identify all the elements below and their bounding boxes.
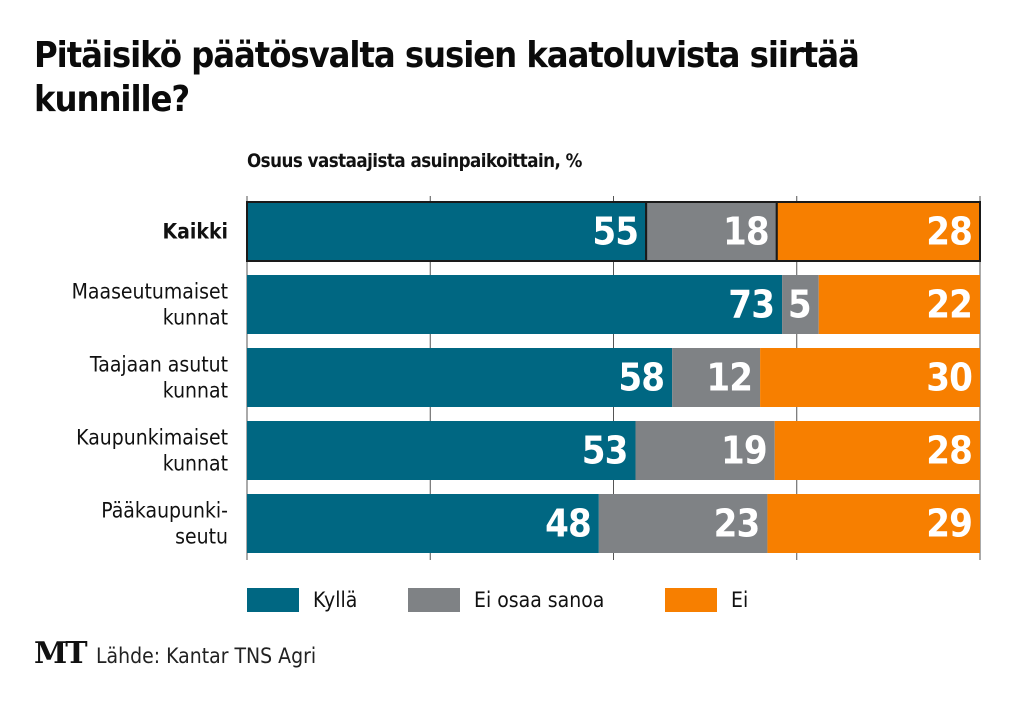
legend-item-ei: Ei	[665, 588, 750, 612]
legend-label-kylla: Kyllä	[313, 588, 358, 612]
bar-segment	[782, 275, 819, 334]
category-label: Taajaan asutut kunnat	[89, 352, 228, 403]
bar-segment	[645, 201, 778, 262]
data-label: 48	[545, 501, 591, 546]
data-label: 58	[618, 355, 664, 400]
bar-segment	[774, 421, 980, 480]
category-label-line: kunnat	[163, 378, 228, 403]
data-label: 55	[592, 209, 638, 254]
bar-segment	[767, 494, 980, 553]
data-label: 22	[926, 282, 972, 327]
bar-segment	[247, 275, 783, 334]
category-label-line: seutu	[175, 524, 228, 549]
legend-label-ei-osaa-sanoa: Ei osaa sanoa	[474, 588, 605, 612]
source-note: Lähde: Kantar TNS Agri	[95, 644, 316, 668]
category-label-line: kunnat	[163, 305, 228, 330]
data-label: 23	[714, 501, 760, 546]
bar-segment	[598, 494, 768, 553]
bar-segment	[247, 421, 636, 480]
data-label: 5	[788, 282, 811, 327]
bar-segment	[247, 348, 673, 407]
bar-segment	[635, 421, 775, 480]
legend-swatch-kylla	[247, 588, 299, 612]
legend-swatch-ei-osaa-sanoa	[408, 588, 461, 612]
category-label-line: Kaikki	[163, 219, 228, 244]
category-label-line: Maaseutumaiset	[72, 279, 229, 304]
bar-segment	[247, 494, 599, 553]
legend-label-ei: Ei	[731, 588, 749, 612]
category-label: Kaikki	[163, 219, 228, 244]
data-label: 73	[728, 282, 774, 327]
category-label-line: Kaupunkimaiset	[76, 425, 228, 450]
bars: 55 18 28 73 5 22 58 12 30 53 19 28 48 23 29	[246, 201, 981, 553]
bar-segment	[672, 348, 761, 407]
bar-segment	[760, 348, 980, 407]
mt-logo: MT	[34, 636, 88, 671]
category-label-line: Taajaan asutut	[89, 352, 228, 377]
legend: Kyllä Ei osaa sanoa Ei	[247, 588, 796, 612]
category-label: Kaupunkimaiset kunnat	[76, 425, 228, 476]
data-label: 28	[926, 428, 972, 473]
category-label: Pääkaupunki-seutu	[101, 498, 228, 549]
legend-swatch-ei	[665, 588, 718, 612]
data-label: 12	[706, 355, 752, 400]
chart-title: Pitäisikö päätösvalta susien kaatoluvist…	[34, 35, 860, 120]
legend-item-kylla: Kyllä	[247, 588, 362, 612]
footer: MT Lähde: Kantar TNS Agri	[34, 636, 340, 671]
legend-item-ei-osaa-sanoa: Ei osaa sanoa	[408, 588, 619, 612]
data-label: 53	[582, 428, 628, 473]
data-label: 19	[721, 428, 767, 473]
data-label: 28	[926, 209, 972, 254]
chart-subtitle: Osuus vastaajista asuinpaikoittain, %	[247, 150, 582, 172]
bar-segment	[818, 275, 980, 334]
bar-segment	[775, 201, 981, 262]
category-label: Maaseutumaiset kunnat	[72, 279, 229, 330]
data-label: 18	[723, 209, 769, 254]
bar-segment	[246, 201, 648, 262]
data-label: 29	[926, 501, 972, 546]
category-label-line: kunnat	[163, 451, 228, 476]
data-label: 30	[926, 355, 972, 400]
category-label-line: Pääkaupunki-	[101, 498, 228, 523]
